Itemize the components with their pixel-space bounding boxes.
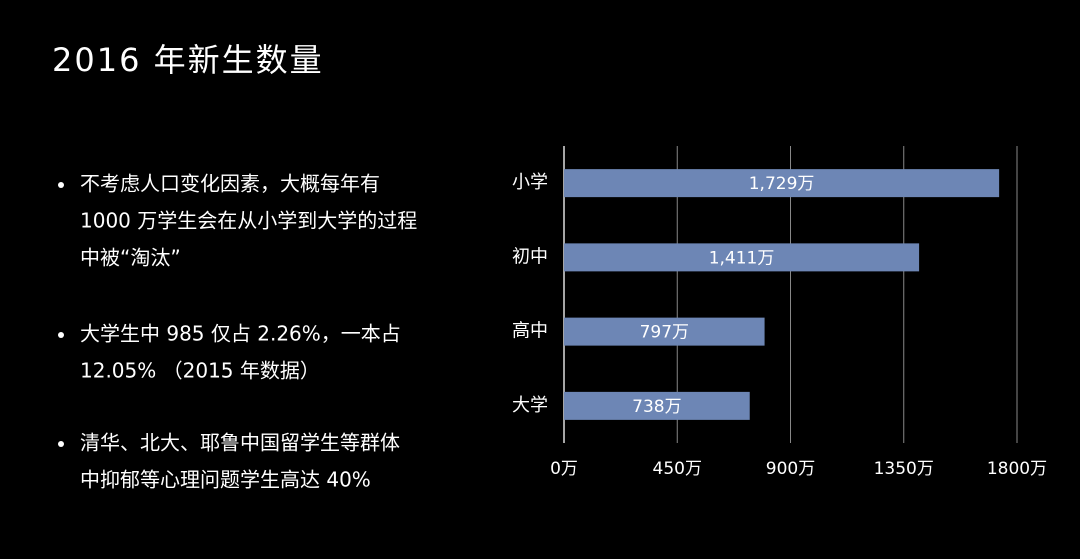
x-tick-label: 0万 (550, 459, 578, 479)
bullet-text: 中抑郁等心理问题学生高达 40% (80, 468, 371, 492)
x-tick-label: 1800万 (987, 459, 1047, 479)
bar-value-label: 797万 (640, 323, 689, 343)
bullet-text: 大学生中 985 仅占 2.26%，一本占 (80, 322, 401, 346)
bullet-dot (58, 441, 64, 447)
bullet-dot (58, 182, 64, 188)
bullet-text: 清华、北大、耶鲁中国留学生等群体 (80, 431, 400, 455)
bullet-dot (58, 332, 64, 338)
x-tick-label: 900万 (766, 459, 815, 479)
x-tick-label: 1350万 (874, 459, 934, 479)
bar (564, 391, 750, 420)
bar (564, 169, 1000, 198)
bar-value-label: 1,729万 (749, 174, 815, 194)
bar (564, 317, 765, 346)
y-tick-label: 小学 (512, 172, 548, 193)
bullet-text: 1000 万学生会在从小学到大学的过程 (80, 209, 417, 233)
x-tick-label: 450万 (653, 459, 702, 479)
bullet-text: 中被“淘汰” (80, 246, 181, 270)
bar-value-label: 738万 (632, 397, 681, 417)
bar-value-label: 1,411万 (709, 248, 775, 268)
bullet-text: 不考虑人口变化因素，大概每年有 (80, 172, 380, 196)
slide-title: 2016 年新生数量 (52, 41, 324, 79)
y-tick-label: 高中 (512, 321, 548, 342)
bullet-text: 12.05% （2015 年数据） (80, 359, 320, 383)
y-tick-label: 初中 (512, 246, 548, 267)
bar (564, 243, 920, 272)
y-tick-label: 大学 (512, 395, 548, 416)
